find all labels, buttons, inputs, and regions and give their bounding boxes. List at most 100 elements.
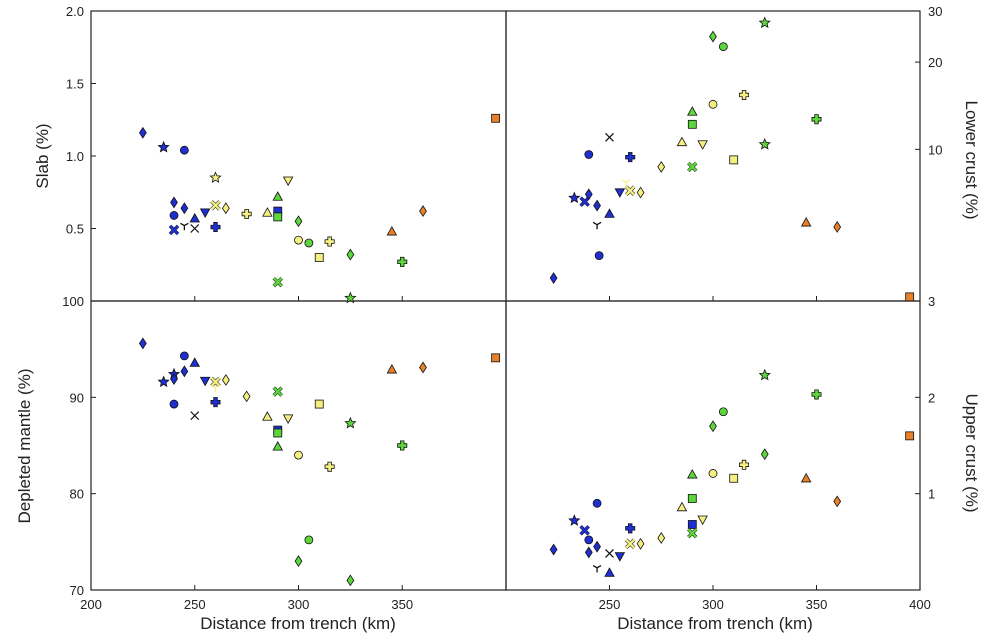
upper-crust-xtick-label: 300 xyxy=(702,597,724,612)
depleted-mantle-xtick-label: 350 xyxy=(391,597,413,612)
upper-crust-point-triangle-down xyxy=(697,515,708,526)
slab-point-x xyxy=(272,276,283,288)
lower-crust-point-circle xyxy=(584,150,594,159)
slab-point-x xyxy=(168,224,180,236)
lower-crust-point-diamond xyxy=(833,221,842,233)
upper-crust-ytick-label: 3 xyxy=(928,294,935,309)
slab-ytick-label: 1.5 xyxy=(66,77,84,92)
depleted-mantle-point-tri xyxy=(211,384,220,393)
upper-crust-point-square xyxy=(729,473,739,483)
depleted-mantle-point-star xyxy=(344,416,357,429)
upper-crust-point-square xyxy=(687,520,697,529)
depleted-mantle-point-square xyxy=(314,399,324,409)
lower-crust-point-diamond xyxy=(657,160,666,173)
lower-crust-point-triangle-down xyxy=(614,188,626,198)
slab-point-triangle xyxy=(272,191,284,201)
depleted-mantle-point-square xyxy=(491,353,501,363)
depleted-mantle-point-x xyxy=(210,376,221,388)
slab-point-x xyxy=(210,200,221,211)
depleted-mantle-point-triangle-down xyxy=(282,414,294,424)
upper-crust-point-plus xyxy=(625,523,636,534)
lower-crust-point-diamond xyxy=(593,199,601,212)
slab-point-triangle-down xyxy=(199,208,211,218)
upper-crust-ylabel: Upper crust (%) xyxy=(962,393,981,512)
lower-crust-point-x xyxy=(687,161,698,173)
depleted-mantle-point-diamond xyxy=(221,374,230,386)
depleted-mantle-point-star xyxy=(157,375,170,388)
lower-crust-point-diamond xyxy=(709,30,717,43)
slab-point-triangle xyxy=(189,212,201,223)
depleted-mantle-point-diamond xyxy=(346,574,355,587)
upper-crust-point-plus xyxy=(811,389,822,400)
depleted-mantle-ytick-label: 100 xyxy=(62,294,84,309)
depleted-mantle-xtick-label: 250 xyxy=(184,597,206,612)
slab-point-tri xyxy=(180,222,189,231)
slab-ytick-label: 2.0 xyxy=(66,4,84,19)
lower-crust-point-square xyxy=(905,292,915,302)
slab-point-triangle xyxy=(262,207,273,217)
upper-crust-point-x xyxy=(687,527,698,539)
slab-ytick-label: 1.0 xyxy=(66,149,84,164)
slab-point-triangle-down xyxy=(282,176,294,187)
slab-point-diamond xyxy=(346,248,355,261)
upper-crust-point-circle xyxy=(718,407,728,417)
lower-crust-point-triangle xyxy=(800,216,812,227)
lower-crust-point-circle xyxy=(718,42,728,52)
slab-point-diamond xyxy=(419,205,427,218)
upper-crust-point-diamond xyxy=(760,448,769,461)
slab-point-plus xyxy=(210,222,221,233)
lower-crust-point-square xyxy=(729,155,739,165)
upper-crust-point-tri xyxy=(592,564,602,573)
slab-point-x xyxy=(190,224,200,233)
depleted-mantle-point-circle xyxy=(304,535,314,545)
lower-crust-point-circle xyxy=(708,99,718,109)
depleted-mantle-point-triangle xyxy=(262,411,273,421)
slab-point-diamond xyxy=(221,202,230,215)
lower-crust-point-diamond xyxy=(584,188,593,201)
slab-ylabel: Slab (%) xyxy=(33,123,52,188)
slab-point-plus xyxy=(324,236,335,247)
upper-crust-ytick-label: 1 xyxy=(928,487,935,502)
lower-crust-ytick-label: 30 xyxy=(928,4,942,19)
lower-crust-point-star xyxy=(568,191,581,204)
upper-crust-point-square xyxy=(687,494,697,503)
upper-crust-point-diamond xyxy=(709,420,717,433)
lower-crust-point-x xyxy=(624,185,636,196)
upper-crust-point-triangle xyxy=(687,468,698,479)
depleted-mantle-point-triangle-down xyxy=(199,376,211,387)
lower-crust-point-star xyxy=(758,137,771,150)
depleted-mantle-point-diamond xyxy=(294,555,303,568)
upper-crust-xtick-label: 250 xyxy=(599,597,621,612)
depleted-mantle-point-triangle xyxy=(386,363,398,374)
slab-point-star xyxy=(209,171,222,183)
slab-ytick-label: 0.5 xyxy=(66,222,84,237)
points-layer xyxy=(138,16,915,587)
lower-crust-point-tri xyxy=(592,221,602,230)
slab-point-circle xyxy=(294,235,303,245)
depleted-mantle-point-x xyxy=(190,411,200,421)
slab-point-plus xyxy=(397,256,408,267)
depleted-mantle-point-plus xyxy=(210,397,221,408)
slab-point-star xyxy=(344,291,357,304)
slab-point-plus xyxy=(241,209,252,219)
lower-crust-point-plus xyxy=(739,89,750,100)
ticks-layer: 0.5 1.0 1.5 2.0 10 20 30 70 80 90 100 200 250 300 350 1… xyxy=(62,4,942,612)
upper-crust-point-diamond xyxy=(833,495,842,508)
slab-point-diamond xyxy=(138,126,147,139)
depleted-mantle-point-diamond xyxy=(170,373,178,385)
lower-crust-point-triangle-down xyxy=(697,140,708,150)
upper-crust-point-plus xyxy=(739,459,750,470)
slab-point-circle xyxy=(304,238,314,248)
lower-crust-point-x xyxy=(579,196,590,207)
upper-crust-point-triangle xyxy=(676,501,688,512)
upper-crust-point-star xyxy=(568,514,581,526)
right-xlabel: Distance from trench (km) xyxy=(617,614,813,633)
upper-crust-point-triangle xyxy=(800,472,812,483)
depleted-mantle-point-x xyxy=(272,386,283,397)
depleted-mantle-point-circle xyxy=(169,399,179,409)
depleted-mantle-xtick-label: 200 xyxy=(80,597,102,612)
slab-point-diamond xyxy=(180,202,189,215)
upper-crust-ytick-label: 2 xyxy=(928,390,935,405)
